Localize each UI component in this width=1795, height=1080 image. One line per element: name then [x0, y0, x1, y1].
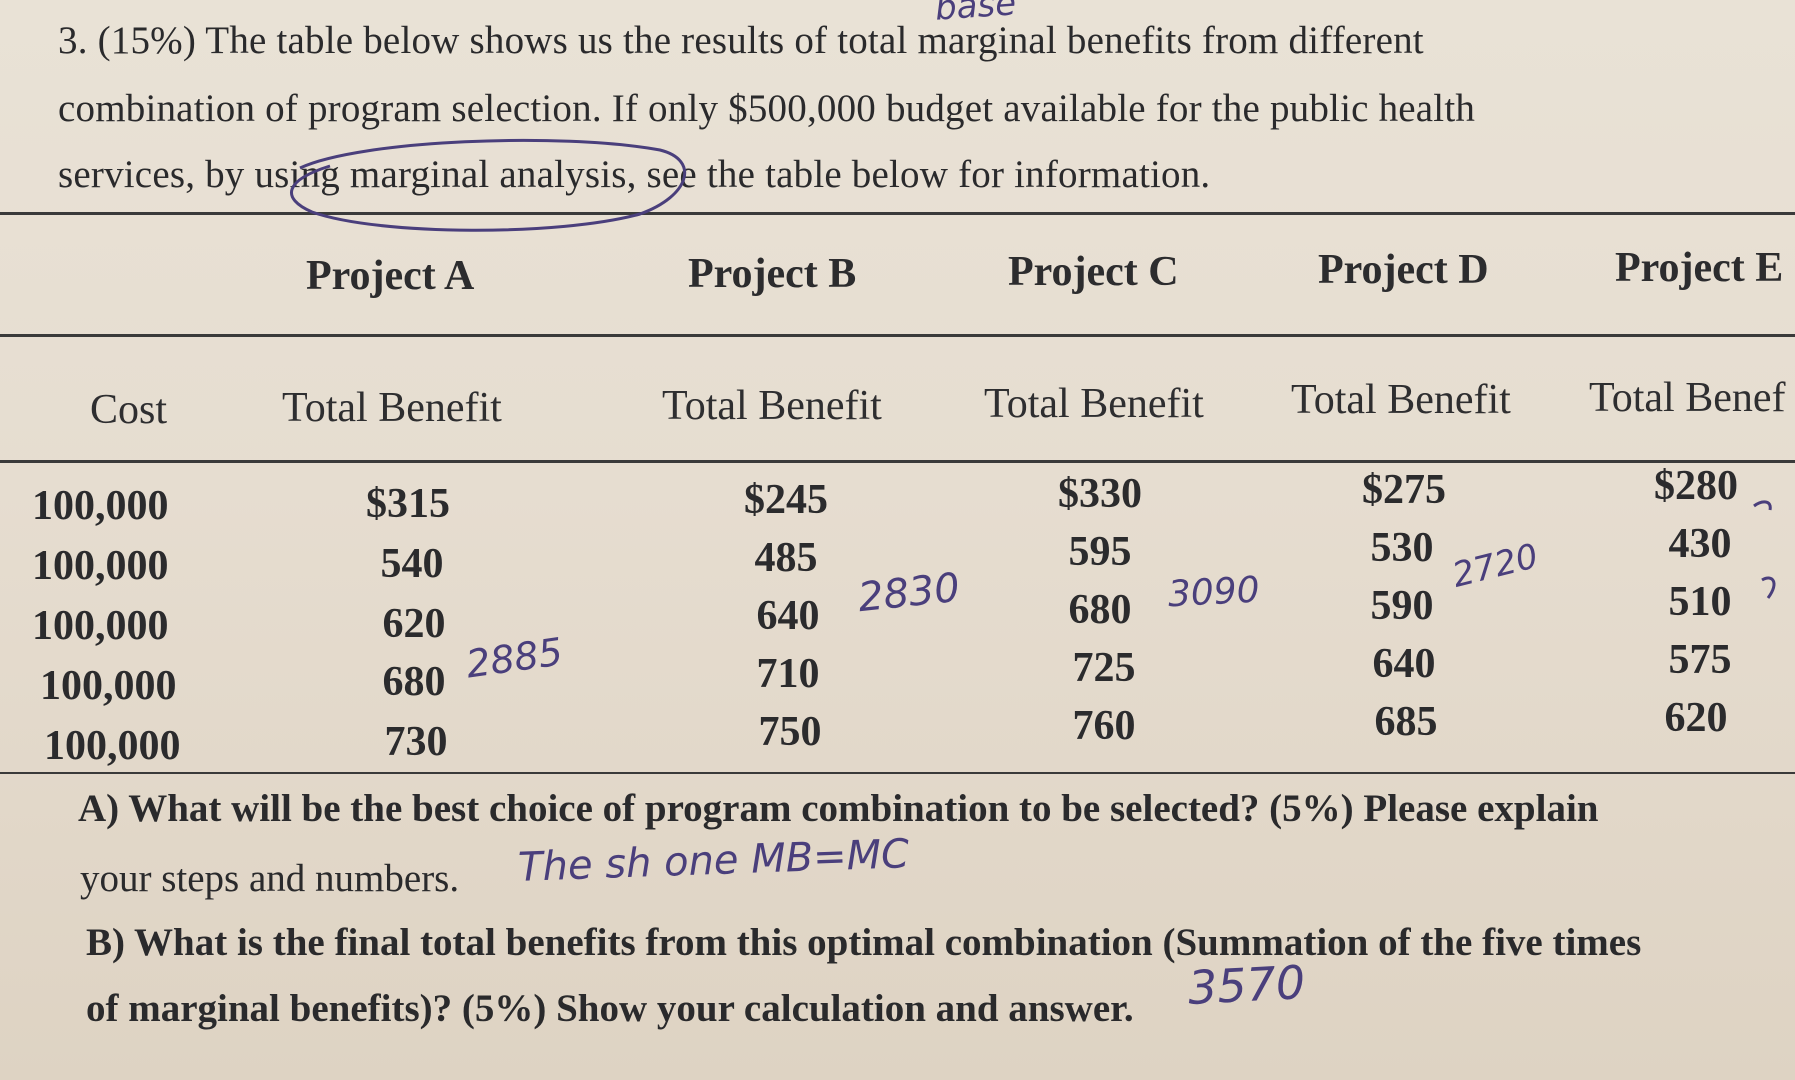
cost-row-2: 100,000	[32, 543, 169, 589]
question-b-line-1: B) What is the final total benefits from…	[86, 920, 1641, 965]
project-a-row-4: 680	[382, 659, 446, 705]
project-d-header: Project D	[1318, 247, 1489, 293]
cost-row-5: 100,000	[44, 723, 181, 769]
project-b-row-4: 710	[756, 651, 820, 697]
project-d-row-5: 685	[1374, 699, 1438, 745]
table-top-rule	[0, 212, 1795, 215]
project-c-row-1: $330	[1058, 471, 1142, 517]
project-header-rule	[0, 334, 1795, 337]
problem-line-1: 3. (15%) The table below shows us the re…	[58, 19, 1424, 62]
project-a-row-3: 620	[382, 601, 446, 647]
project-d-row-4: 640	[1372, 641, 1436, 687]
pen-mark-e-col	[1753, 500, 1772, 511]
project-e-row-2: 430	[1668, 521, 1732, 567]
project-d-row-3: 590	[1370, 583, 1434, 629]
question-a-text: A) What will be the best choice of progr…	[78, 787, 1599, 830]
project-c-row-2: 595	[1068, 529, 1132, 575]
project-a-row-2: 540	[380, 541, 444, 587]
cost-row-4: 100,000	[40, 663, 177, 709]
project-e-row-5: 620	[1664, 695, 1728, 741]
project-c-row-5: 760	[1072, 703, 1136, 749]
project-b-header: Project B	[688, 251, 857, 297]
total-benefit-c-header: Total Benefit	[984, 381, 1204, 427]
cost-row-3: 100,000	[32, 603, 169, 649]
pen-mark-e-col-2	[1761, 576, 1776, 599]
question-a-line-2: your steps and numbers.	[80, 857, 460, 900]
project-c-row-4: 725	[1072, 645, 1136, 691]
project-a-row-1: $315	[366, 481, 450, 527]
question-b-text: B) What is the final total benefits from…	[86, 921, 1642, 964]
cost-column-header: Cost	[90, 387, 168, 433]
total-benefit-a-header: Total Benefit	[282, 385, 502, 431]
problem-line-2: combination of program selection. If onl…	[58, 87, 1476, 130]
project-a-header: Project A	[306, 253, 475, 299]
handwritten-sum-d: 2720	[1448, 536, 1543, 596]
question-a-line-1: A) What will be the best choice of progr…	[78, 786, 1598, 831]
project-b-row-5: 750	[758, 709, 822, 755]
project-d-row-2: 530	[1370, 525, 1434, 571]
problem-line-3: services, by using marginal analysis, se…	[58, 153, 1211, 196]
question-b-text-2: of marginal benefits)? (5%) Show your ca…	[86, 987, 1134, 1030]
cost-row-1: 100,000	[32, 483, 169, 529]
handwritten-answer-b: 3570	[1186, 954, 1307, 1016]
project-e-header: Project E	[1615, 245, 1784, 291]
project-c-header: Project C	[1008, 249, 1179, 295]
project-b-row-2: 485	[754, 535, 818, 581]
handwritten-sum-a: 2885	[463, 629, 566, 687]
handwritten-sum-b: 2830	[855, 564, 962, 622]
table-bottom-rule	[0, 772, 1795, 774]
total-benefit-e-header: Total Benef	[1589, 375, 1786, 421]
handwritten-sum-c: 3090	[1166, 569, 1261, 616]
project-a-row-5: 730	[384, 719, 448, 765]
project-e-row-4: 575	[1668, 637, 1732, 683]
total-benefit-d-header: Total Benefit	[1291, 377, 1511, 423]
handwritten-answer-a: The sh one MB=MC	[517, 831, 910, 891]
project-b-row-1: $245	[744, 477, 828, 523]
total-benefit-b-header: Total Benefit	[662, 383, 882, 429]
project-b-row-3: 640	[756, 593, 820, 639]
column-header-rule	[0, 460, 1795, 463]
project-e-row-1: $280	[1654, 463, 1738, 509]
project-e-row-3: 510	[1668, 579, 1732, 625]
question-b-line-2: of marginal benefits)? (5%) Show your ca…	[86, 986, 1134, 1031]
project-d-row-1: $275	[1362, 467, 1446, 513]
project-c-row-3: 680	[1068, 587, 1132, 633]
